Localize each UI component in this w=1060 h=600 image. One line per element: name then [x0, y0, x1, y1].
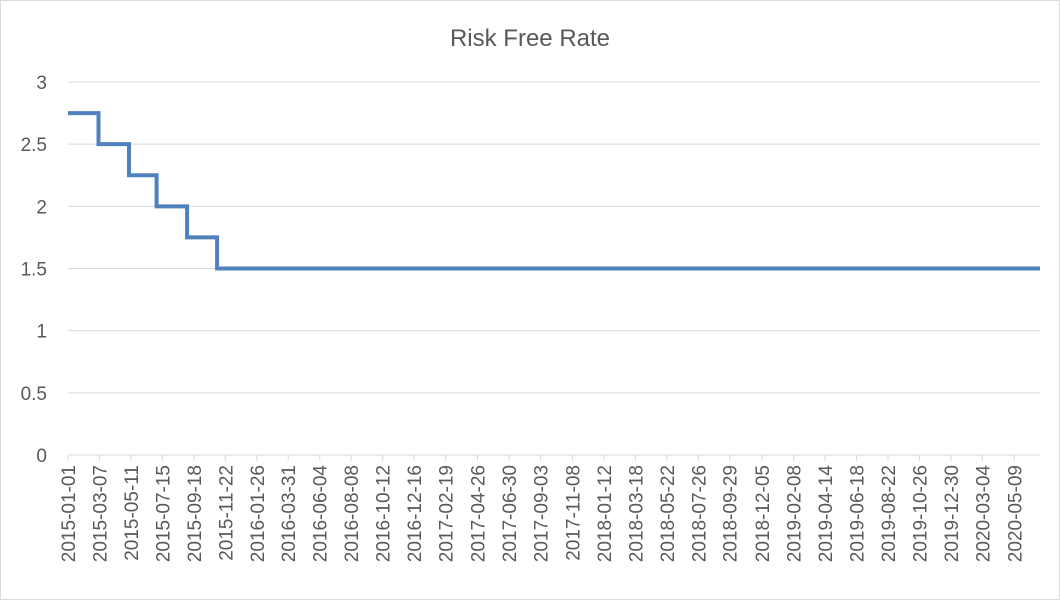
- x-tick-label: 2018-05-22: [658, 465, 679, 562]
- x-tick-label: 2016-03-31: [279, 465, 300, 562]
- x-tick-label: 2019-06-18: [848, 465, 869, 562]
- x-tick-label: 2016-10-12: [374, 465, 395, 562]
- x-tick-label: 2018-09-29: [721, 465, 742, 562]
- x-tick-label: 2018-07-26: [689, 465, 710, 562]
- x-tick-label: 2017-09-03: [531, 465, 552, 562]
- series-layer: [68, 111, 1040, 271]
- x-tick-label: 2017-04-26: [469, 465, 490, 562]
- grid-lines: [68, 81, 1040, 456]
- y-tick-label: 0.5: [21, 384, 47, 405]
- y-axis-ticks: 0 0.5 1 1.5 2 2.5 3: [21, 73, 47, 467]
- x-tick-label: 2016-08-08: [342, 465, 363, 562]
- y-tick-label: 3: [36, 73, 47, 94]
- x-tick-label: 2015-01-01: [59, 465, 80, 562]
- x-tick-label: 2018-12-05: [753, 465, 774, 562]
- x-tick-label: 2019-12-30: [942, 465, 963, 562]
- x-tick-label: 2019-10-26: [910, 465, 931, 562]
- y-tick-label: 2: [36, 197, 47, 218]
- y-tick-label: 0: [36, 446, 47, 467]
- x-tick-label: 2017-06-30: [500, 465, 521, 562]
- y-tick-label: 2.5: [21, 135, 47, 156]
- x-tick-label: 2015-11-22: [216, 465, 237, 561]
- x-tick-label: 2017-11-08: [563, 465, 584, 561]
- x-tick-label: 2015-03-07: [90, 465, 111, 562]
- x-tick-label: 2016-12-16: [405, 465, 426, 562]
- x-tick-label: 2020-05-09: [1005, 465, 1026, 562]
- x-tick-label: 2015-05-11: [122, 465, 143, 561]
- chart-title: Risk Free Rate: [450, 25, 610, 52]
- x-tick-label: 2016-06-04: [311, 465, 332, 563]
- x-tick-label: 2020-03-04: [973, 465, 994, 563]
- y-tick-label: 1: [36, 322, 47, 343]
- series-line: [68, 111, 1040, 271]
- x-tick-label: 2019-08-22: [879, 465, 900, 562]
- x-tick-label: 2018-03-18: [626, 465, 647, 562]
- x-tick-label: 2015-09-18: [185, 465, 206, 562]
- y-tick-label: 1.5: [21, 260, 47, 281]
- x-axis-ticks: 2015-01-01 2015-03-07 2015-05-11 2015-07-15…: [59, 455, 1026, 562]
- x-tick-label: 2017-02-19: [437, 465, 458, 562]
- x-tick-label: 2019-02-08: [785, 465, 806, 562]
- x-tick-label: 2016-01-26: [248, 465, 269, 562]
- x-tick-label: 2018-01-12: [595, 465, 616, 562]
- x-tick-label: 2015-07-15: [153, 465, 174, 562]
- x-tick-label: 2019-04-14: [816, 465, 837, 563]
